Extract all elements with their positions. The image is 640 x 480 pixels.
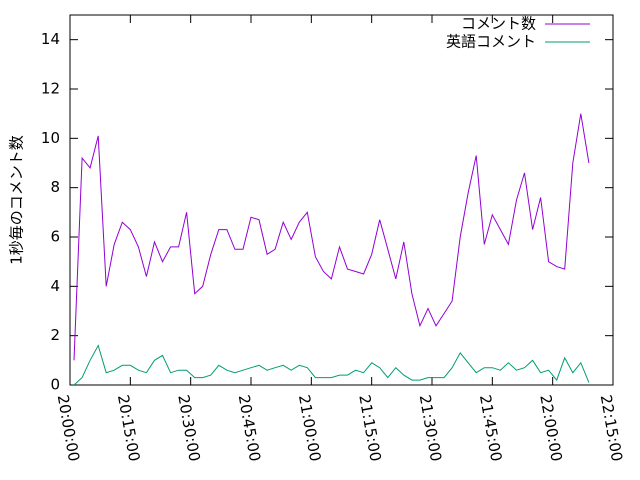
y-tick-label: 12	[41, 80, 60, 98]
x-tick-label: 21:45:00	[476, 393, 505, 462]
legend-label: 英語コメント	[446, 33, 536, 51]
y-tick-label: 6	[50, 228, 60, 246]
y-tick-label: 4	[50, 277, 60, 295]
y-axis-label: 1秒毎のコメント数	[8, 135, 26, 265]
x-tick-label: 20:45:00	[235, 393, 264, 462]
series-line	[73, 344, 590, 386]
x-tick-label: 21:15:00	[355, 393, 384, 462]
y-tick-label: 0	[50, 376, 60, 394]
x-tick-label: 22:00:00	[536, 393, 565, 462]
x-tick-label: 21:00:00	[295, 393, 324, 462]
x-tick-label: 20:15:00	[114, 393, 143, 462]
y-tick-label: 8	[50, 178, 60, 196]
series-line	[73, 113, 590, 361]
plot-frame	[69, 14, 614, 386]
x-tick-label: 21:30:00	[416, 393, 445, 462]
legend-label: コメント数	[461, 15, 536, 33]
x-tick-label: 20:00:00	[54, 393, 83, 462]
y-tick-label: 2	[50, 326, 60, 344]
y-tick-label: 10	[41, 129, 60, 147]
y-tick-label: 14	[41, 30, 60, 48]
x-tick-label: 20:30:00	[174, 393, 203, 462]
x-tick-label: 22:15:00	[597, 393, 626, 462]
